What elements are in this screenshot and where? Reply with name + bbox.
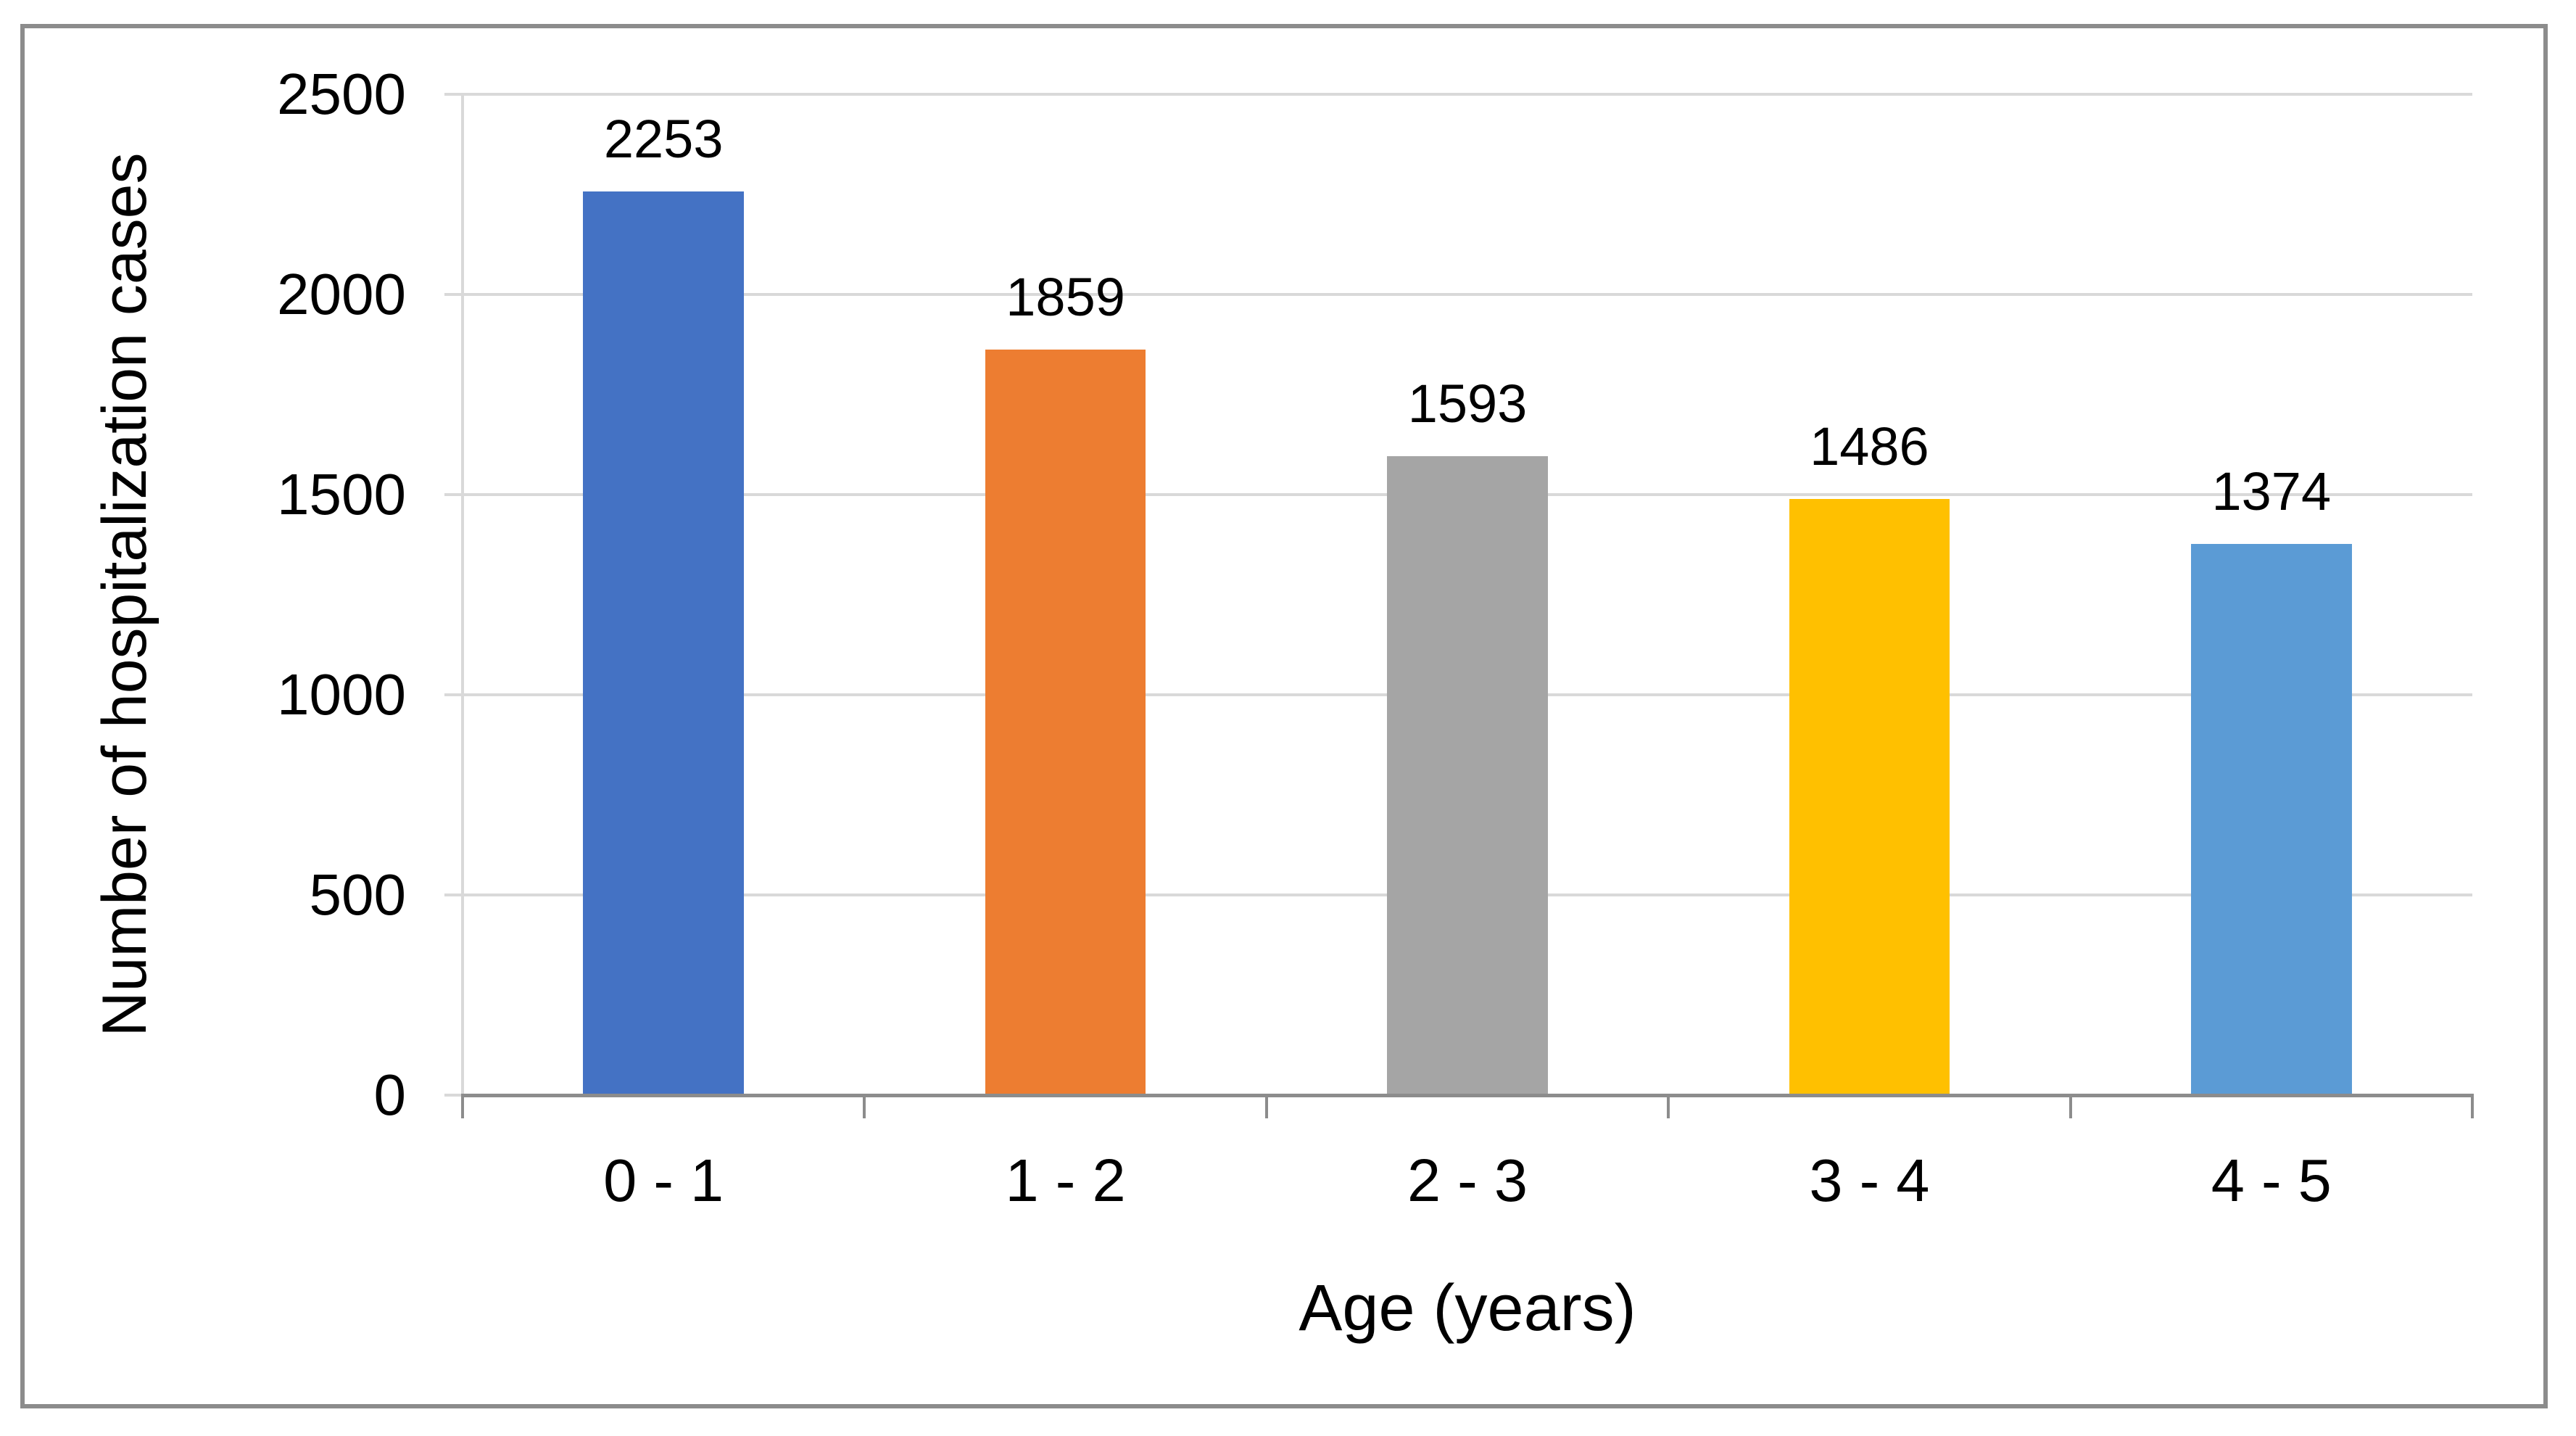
y-tick-label: 2000 (277, 262, 406, 326)
bar-value-label: 2253 (603, 109, 724, 170)
x-tick-label: 1 - 2 (1005, 1147, 1126, 1214)
x-tick-label: 4 - 5 (2211, 1147, 2332, 1214)
bar (2190, 543, 2352, 1094)
y-tick-label: 1500 (277, 462, 406, 527)
y-tick-mark (444, 1094, 463, 1097)
y-tick-mark (444, 894, 463, 896)
y-tick-label: 500 (309, 862, 406, 927)
bar-value-label: 1593 (1407, 373, 1528, 434)
x-tick-label: 2 - 3 (1407, 1147, 1528, 1214)
x-axis-line (461, 1094, 2474, 1097)
x-tick-mark (1264, 1095, 1268, 1118)
y-tick-mark (444, 493, 463, 496)
y-axis-line (461, 94, 464, 1097)
x-tick-mark (2471, 1095, 2474, 1118)
bar (1789, 498, 1950, 1094)
y-tick-mark (444, 93, 463, 96)
bar (1387, 455, 1548, 1094)
bar-value-label: 1859 (1006, 266, 1125, 327)
x-tick-mark (1667, 1095, 1670, 1118)
gridline (463, 93, 2472, 96)
x-tick-mark (863, 1095, 866, 1118)
bar (583, 191, 745, 1094)
x-tick-label: 0 - 1 (603, 1147, 724, 1214)
x-tick-mark (2068, 1095, 2072, 1118)
y-tick-mark (444, 293, 463, 296)
y-tick-label: 1000 (277, 662, 406, 727)
bar (985, 349, 1146, 1094)
y-tick-mark (444, 693, 463, 696)
gridline (463, 293, 2472, 296)
bar-value-label: 1486 (1810, 416, 1929, 476)
y-tick-label: 0 (373, 1062, 407, 1127)
x-tick-label: 3 - 4 (1809, 1147, 1930, 1214)
bar-value-label: 1374 (2211, 461, 2332, 521)
x-axis-title: Age (years) (1299, 1272, 1636, 1345)
figure-border (20, 24, 2548, 1408)
x-tick-mark (461, 1095, 464, 1118)
y-tick-label: 2500 (277, 62, 406, 126)
